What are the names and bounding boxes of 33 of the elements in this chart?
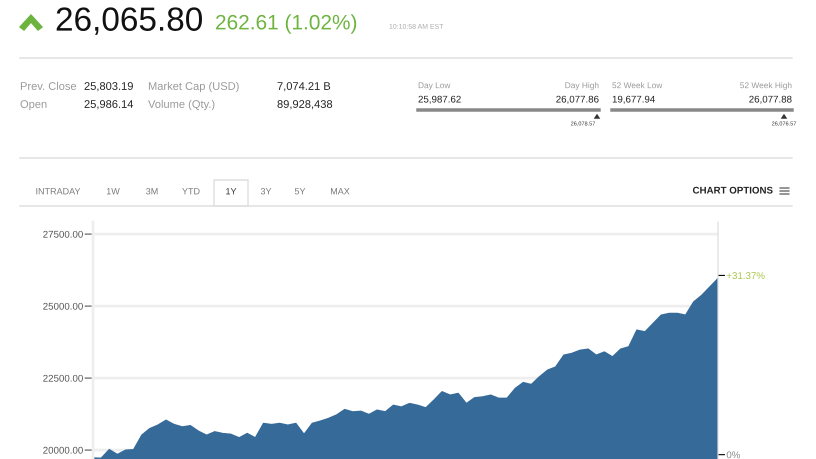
text: MAX (330, 188, 350, 194)
text: 25,803.19 (84, 82, 133, 92)
text: Volume (Qty.) (148, 100, 214, 110)
text: CHART OPTIONS (692, 186, 773, 194)
text: 26,077.86 (556, 96, 599, 104)
text: YTD (182, 188, 200, 194)
text: 25,987.62 (418, 96, 461, 104)
text: 26,077.88 (749, 96, 792, 104)
text: 25,986.14 (84, 100, 134, 110)
text: Day Low (418, 82, 450, 90)
y2-tick-label: 0% (726, 451, 740, 458)
y2-tick-label: +31.37% (726, 272, 765, 280)
text: 89,928,438 (277, 100, 332, 110)
text: 19,677.94 (612, 96, 655, 104)
text: 5Y (294, 188, 306, 194)
text: 52 Week Low (612, 82, 662, 88)
y-tick-label: 22500.00 (43, 374, 83, 382)
text: Market Cap (USD) (148, 82, 239, 92)
text: 3Y (260, 188, 272, 194)
text: 3M (146, 188, 158, 194)
text: 26,065.80 (56, 7, 202, 35)
text: Prev. Close (20, 82, 76, 90)
text: Open (20, 100, 46, 110)
y-tick-label: 20000.00 (43, 446, 83, 454)
text: 52 Week High (740, 82, 792, 90)
text: INTRADAY (36, 188, 80, 194)
text: 1W (106, 188, 120, 194)
text: 7,074.21 B (278, 82, 330, 92)
y-tick-label: 25000.00 (43, 302, 83, 310)
text: Day High (565, 82, 598, 90)
text: 262.61 (1.02%) (216, 14, 356, 34)
y-tick-label: 27500.00 (43, 230, 83, 238)
text: 1Y (226, 188, 236, 194)
